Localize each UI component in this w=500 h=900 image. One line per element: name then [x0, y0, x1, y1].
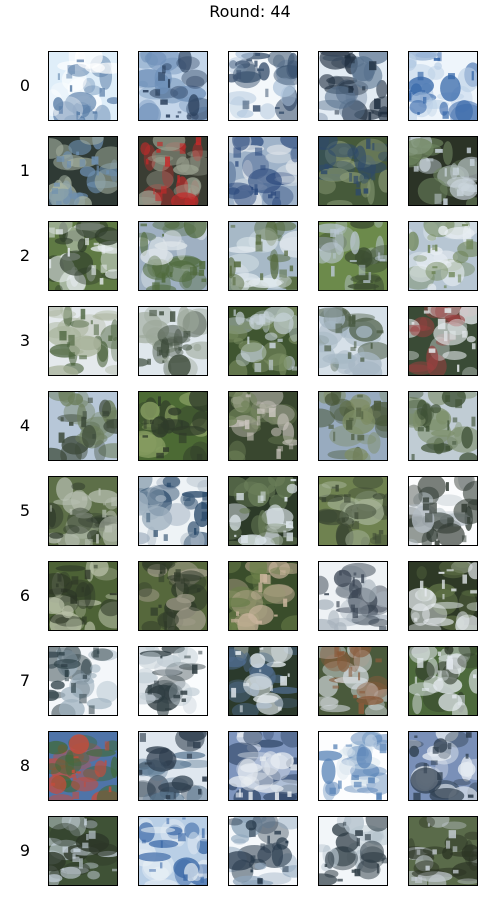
sample-image [318, 391, 388, 461]
sample-image [138, 816, 208, 886]
sample-image [408, 51, 478, 121]
sample-image [408, 476, 478, 546]
row-label: 2 [19, 246, 31, 265]
sample-image [318, 306, 388, 376]
sample-image [228, 731, 298, 801]
sample-image [138, 221, 208, 291]
sample-image [138, 136, 208, 206]
sample-image [228, 51, 298, 121]
sample-image [138, 561, 208, 631]
row-label: 0 [19, 76, 31, 95]
sample-image [408, 731, 478, 801]
sample-image [318, 646, 388, 716]
sample-image [138, 391, 208, 461]
sample-image [408, 306, 478, 376]
sample-image [48, 306, 118, 376]
sample-image [228, 476, 298, 546]
sample-image [228, 306, 298, 376]
sample-image [138, 51, 208, 121]
sample-image [228, 646, 298, 716]
row-label: 7 [19, 671, 31, 690]
sample-image [408, 391, 478, 461]
sample-image [48, 561, 118, 631]
sample-image [318, 221, 388, 291]
sample-image [408, 221, 478, 291]
sample-image [48, 391, 118, 461]
sample-image [408, 136, 478, 206]
figure-title: Round: 44 [209, 2, 291, 21]
sample-image [138, 731, 208, 801]
sample-image [48, 816, 118, 886]
sample-image [228, 136, 298, 206]
sample-image [48, 646, 118, 716]
sample-image [48, 51, 118, 121]
row-label: 3 [19, 331, 31, 350]
sample-image [48, 731, 118, 801]
sample-image [228, 221, 298, 291]
sample-image [48, 136, 118, 206]
sample-image [228, 816, 298, 886]
sample-image [138, 646, 208, 716]
sample-image [318, 561, 388, 631]
sample-image [408, 816, 478, 886]
row-label: 6 [19, 586, 31, 605]
sample-image [318, 731, 388, 801]
sample-image [318, 816, 388, 886]
sample-image [408, 646, 478, 716]
row-label: 4 [19, 416, 31, 435]
sample-image [408, 561, 478, 631]
row-label: 8 [19, 756, 31, 775]
sample-image [48, 221, 118, 291]
sample-image [228, 561, 298, 631]
sample-image [48, 476, 118, 546]
sample-image [318, 476, 388, 546]
sample-image [318, 51, 388, 121]
row-label: 9 [19, 841, 31, 860]
sample-image [138, 306, 208, 376]
sample-image [318, 136, 388, 206]
sample-image [228, 391, 298, 461]
row-label: 1 [19, 161, 31, 180]
sample-image [138, 476, 208, 546]
row-label: 5 [19, 501, 31, 520]
